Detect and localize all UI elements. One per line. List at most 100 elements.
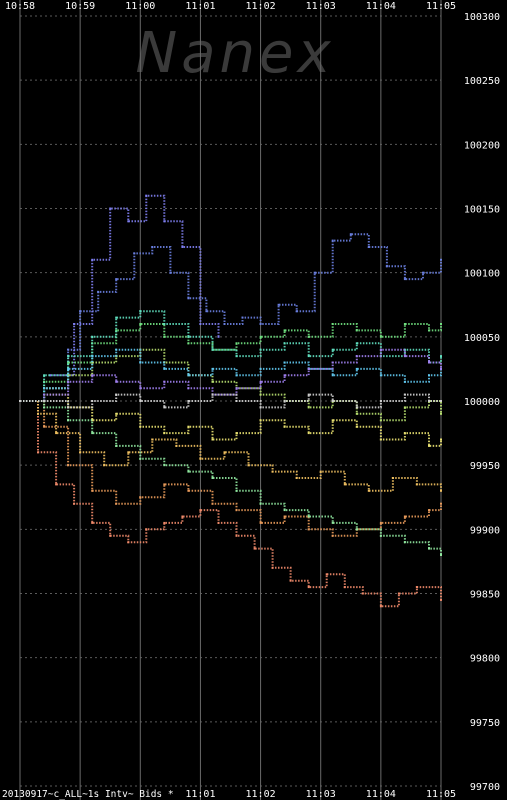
data-point [109, 207, 112, 210]
data-point [283, 374, 286, 377]
data-point [283, 425, 286, 428]
data-point [139, 310, 142, 313]
y-tick-label: 99700 [470, 782, 500, 793]
data-point [37, 412, 39, 415]
data-point [163, 323, 166, 325]
data-point [115, 316, 118, 319]
data-points [19, 194, 442, 608]
data-point [331, 521, 334, 524]
data-point [163, 335, 166, 338]
data-point [307, 406, 310, 409]
data-point [163, 380, 166, 383]
data-point [145, 194, 148, 197]
data-point [259, 502, 262, 505]
data-point [295, 477, 298, 479]
data-point [139, 496, 142, 499]
data-point [361, 592, 364, 595]
data-point [355, 425, 358, 428]
data-point [139, 425, 142, 428]
data-point [211, 438, 214, 441]
data-point [440, 323, 442, 325]
data-point [440, 438, 442, 441]
data-point [235, 387, 238, 390]
data-point [397, 592, 400, 595]
data-point [440, 502, 442, 505]
data-point [307, 335, 310, 338]
data-point [235, 509, 238, 512]
data-point [355, 412, 358, 415]
x-tick-label-top: 11:05 [426, 1, 456, 12]
data-point [295, 310, 298, 313]
data-point [440, 412, 442, 415]
data-point [91, 258, 94, 261]
data-point [241, 316, 244, 319]
data-point [211, 367, 214, 370]
data-point [259, 419, 262, 422]
data-point [151, 438, 154, 441]
data-point [319, 470, 322, 473]
x-tick-label-top: 11:04 [366, 1, 396, 12]
data-point [211, 380, 214, 383]
data-point [67, 361, 70, 364]
data-point [163, 464, 166, 467]
x-tick-label-top: 10:58 [5, 1, 35, 12]
data-point [307, 515, 310, 518]
data-point [259, 367, 262, 370]
data-point [133, 252, 136, 255]
data-point [43, 393, 46, 396]
data-point [67, 355, 70, 358]
data-point [199, 509, 202, 512]
data-point [205, 310, 208, 313]
data-point [277, 303, 280, 306]
data-point [440, 400, 442, 402]
data-point [139, 387, 142, 390]
data-point [43, 425, 46, 428]
data-point [259, 393, 262, 396]
data-point [331, 374, 334, 377]
data-point [343, 483, 346, 486]
data-point [428, 400, 430, 402]
data-point [139, 361, 142, 364]
x-tick-label-bottom: 11:04 [366, 789, 396, 800]
data-point [355, 329, 358, 332]
data-point [115, 380, 118, 383]
data-point [217, 335, 220, 338]
data-point [428, 361, 430, 364]
data-point [428, 329, 430, 332]
data-point [187, 342, 190, 345]
data-point [43, 387, 46, 390]
data-point [49, 374, 52, 377]
data-point [187, 425, 190, 428]
data-point [187, 400, 190, 402]
data-point [307, 367, 310, 370]
data-point [379, 534, 382, 537]
data-point [325, 573, 328, 576]
data-point [283, 400, 286, 402]
data-point [91, 521, 94, 524]
data-point [428, 374, 430, 377]
data-point [415, 483, 418, 486]
data-point [349, 233, 352, 236]
data-point [211, 477, 214, 479]
data-point [283, 329, 286, 332]
data-point [428, 547, 430, 550]
y-tick-label: 100250 [464, 76, 500, 87]
chart-footer-label: 20130917~c_ALL~1s Intv~ Bids * [2, 789, 174, 800]
data-point [97, 290, 100, 293]
data-point [440, 489, 442, 492]
data-point [67, 419, 70, 422]
data-point [163, 406, 166, 409]
data-point [91, 374, 94, 377]
data-point [259, 521, 262, 524]
data-point [91, 400, 94, 402]
data-point [422, 271, 424, 274]
data-point [367, 246, 370, 248]
data-point [440, 258, 442, 261]
data-point [253, 547, 256, 550]
data-point [109, 534, 112, 537]
data-point [259, 406, 262, 409]
data-point [259, 380, 262, 383]
y-tick-label: 99800 [470, 654, 500, 665]
data-point [379, 419, 382, 422]
